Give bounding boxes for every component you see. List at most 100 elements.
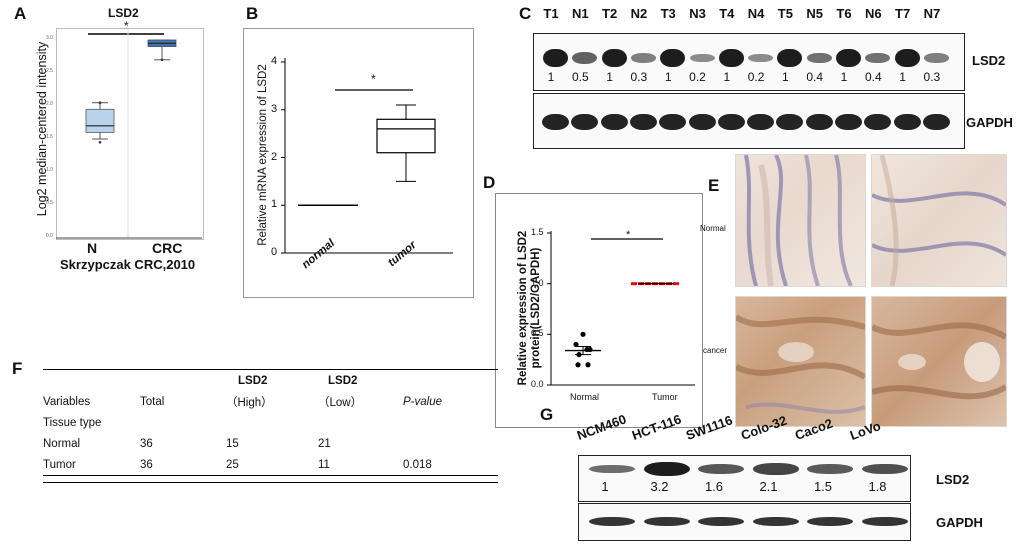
band-lsd2 (923, 53, 949, 63)
panel-d-ytick: 0.5 (531, 328, 544, 339)
panel-a-ytick: 1.5 (46, 134, 53, 140)
panel-a-ytick: 0.0 (46, 233, 53, 239)
table-cell (403, 433, 498, 454)
f-h1-c3: LSD2 (318, 369, 403, 391)
band-lsd2 (894, 49, 920, 67)
panel-c-label: C (519, 4, 532, 23)
band-value: 1 (723, 70, 731, 84)
panel-d-sig: * (626, 229, 631, 241)
panel-e-row-cancer: cancer (703, 346, 728, 355)
band-value: 0.5 (571, 70, 589, 84)
ihc-cancer-2 (871, 296, 1007, 427)
panel-d-xtick-normal: Normal (570, 392, 600, 402)
panel-g-gapdh-blot (578, 503, 911, 541)
f-h2-c1: Total (140, 395, 165, 408)
table-row: Tumor 36 25 11 0.018 (43, 454, 498, 476)
table-cell: 0.018 (403, 458, 432, 471)
band-gapdh (717, 114, 745, 130)
panel-b-ytick: 1 (271, 198, 278, 211)
panel-c-gapdh-label: GAPDH (966, 115, 1013, 130)
panel-a-ytick: 0.5 (46, 200, 53, 206)
ihc-cancer-1 (735, 296, 866, 427)
band-gapdh (600, 114, 628, 130)
panel-a-caption: Skrzypczak CRC,2010 (60, 257, 196, 272)
point-normal (584, 346, 590, 353)
band-lsd2 (865, 52, 891, 64)
panel-a-ytick: 3.0 (46, 35, 53, 41)
band-value: 1 (547, 70, 555, 84)
band-gapdh (752, 517, 799, 526)
lane-label: T2 (602, 6, 618, 21)
table-row: Normal 36 15 21 (43, 433, 498, 454)
panel-d-ytick: 1.0 (531, 277, 544, 288)
panel-a-ytick: 2.0 (46, 101, 53, 107)
panel-g-lsd2-blot (578, 455, 911, 502)
lane-label: T4 (719, 6, 735, 21)
table-cell: Normal (43, 437, 81, 450)
band-gapdh (629, 114, 657, 130)
band-gapdh (542, 114, 569, 130)
table-cell (140, 412, 226, 433)
band-lsd2 (718, 49, 744, 67)
band-lsd2 (572, 52, 598, 64)
table-cell: 11 (318, 458, 330, 471)
band-lsd2 (643, 461, 690, 477)
band-value: 1 (840, 70, 848, 84)
lane-label: T1 (543, 6, 559, 21)
band-lsd2 (660, 49, 686, 67)
band-value: 2.1 (759, 479, 778, 494)
band-value: 1 (606, 70, 613, 84)
box-outlier (160, 58, 164, 62)
band-value: 0.2 (689, 70, 706, 84)
point-normal (585, 362, 591, 368)
panel-d-ytick: 0.0 (531, 379, 544, 389)
f-h2-c2: （High） (226, 396, 273, 409)
lane-label: N3 (689, 6, 706, 21)
band-lsd2 (806, 52, 832, 64)
panel-g-gapdh-label: GAPDH (936, 515, 983, 530)
panel-b-ytick: 2 (271, 150, 278, 163)
band-value: 0.3 (923, 70, 941, 84)
band-gapdh (688, 114, 716, 130)
panel-d-xtick-tumor: Tumor (652, 392, 678, 402)
panel-a-plot (56, 29, 202, 239)
f-h2-c0: Variables (43, 395, 91, 408)
table-cell: 21 (318, 437, 331, 450)
band-value: 1 (664, 70, 672, 84)
band-gapdh (805, 114, 833, 130)
f-h2-c3: （Low） (318, 396, 363, 409)
f-h2-c4: P-value (403, 395, 442, 408)
panel-b-ylabel: Relative mRNA expression of LSD2 (257, 64, 269, 246)
lane-label: N6 (864, 6, 882, 21)
band-value: 0.4 (806, 70, 824, 84)
table-cell: Tissue type (43, 416, 102, 429)
band-value: 0.2 (747, 70, 765, 84)
band-gapdh (835, 114, 862, 130)
table-cell: 36 (140, 437, 153, 450)
panel-d-ylabel: Relative expression of LSD2 protein(LSD2… (517, 230, 542, 386)
band-lsd2 (807, 464, 853, 474)
panel-a-plot-frame (56, 28, 204, 240)
band-value: 3.2 (650, 479, 669, 494)
panel-b-plot (281, 58, 453, 254)
panel-d-label: D (483, 173, 496, 192)
lane-label: T7 (895, 6, 911, 21)
table-cell (318, 412, 403, 433)
table-cell (403, 412, 498, 433)
point-normal (573, 341, 579, 348)
band-gapdh (571, 114, 599, 130)
band-lsd2 (589, 465, 635, 473)
band-lsd2 (601, 49, 627, 67)
band-gapdh (922, 114, 950, 130)
box-outlier (98, 101, 102, 104)
panel-b-ytick: 4 (271, 55, 278, 67)
table-row: Tissue type (43, 412, 498, 433)
panel-g-lsd2-label: LSD2 (936, 472, 970, 487)
lane-label: T6 (836, 6, 852, 21)
panel-c-gapdh-blot (533, 93, 965, 149)
lane-label: T5 (777, 6, 793, 21)
band-value: 1 (782, 70, 789, 84)
band-gapdh (698, 517, 744, 526)
band-lsd2 (861, 463, 908, 475)
band-lsd2 (777, 49, 803, 67)
